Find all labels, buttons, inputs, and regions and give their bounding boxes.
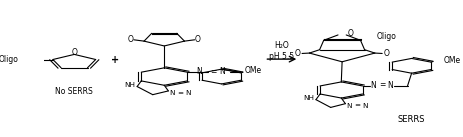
Text: OMe: OMe: [444, 56, 461, 65]
Text: N: N: [362, 103, 368, 109]
Text: =: =: [379, 81, 385, 89]
Text: H₂O: H₂O: [275, 41, 289, 50]
Text: N: N: [347, 103, 352, 109]
Text: NH: NH: [124, 82, 135, 88]
Text: N: N: [169, 90, 175, 96]
Text: N: N: [370, 81, 375, 89]
Text: NH: NH: [303, 95, 314, 101]
Text: SERRS: SERRS: [398, 115, 425, 124]
Text: pH 5.5: pH 5.5: [269, 52, 294, 61]
Text: =: =: [355, 103, 361, 109]
Text: +: +: [111, 55, 119, 65]
Text: OMe: OMe: [244, 66, 262, 75]
Text: N: N: [197, 67, 202, 76]
Text: N: N: [219, 67, 225, 76]
Text: O: O: [71, 48, 77, 57]
Text: No SERRS: No SERRS: [56, 87, 93, 96]
Text: Oligo: Oligo: [0, 55, 18, 64]
Text: O: O: [383, 49, 389, 58]
Text: N: N: [388, 81, 393, 89]
Text: Oligo: Oligo: [377, 32, 397, 42]
Text: O: O: [295, 49, 301, 58]
Text: O: O: [195, 35, 201, 44]
Text: =: =: [177, 90, 184, 96]
Text: O: O: [347, 29, 353, 38]
Text: O: O: [128, 35, 133, 44]
Text: =: =: [211, 67, 217, 76]
Text: N: N: [185, 90, 191, 96]
